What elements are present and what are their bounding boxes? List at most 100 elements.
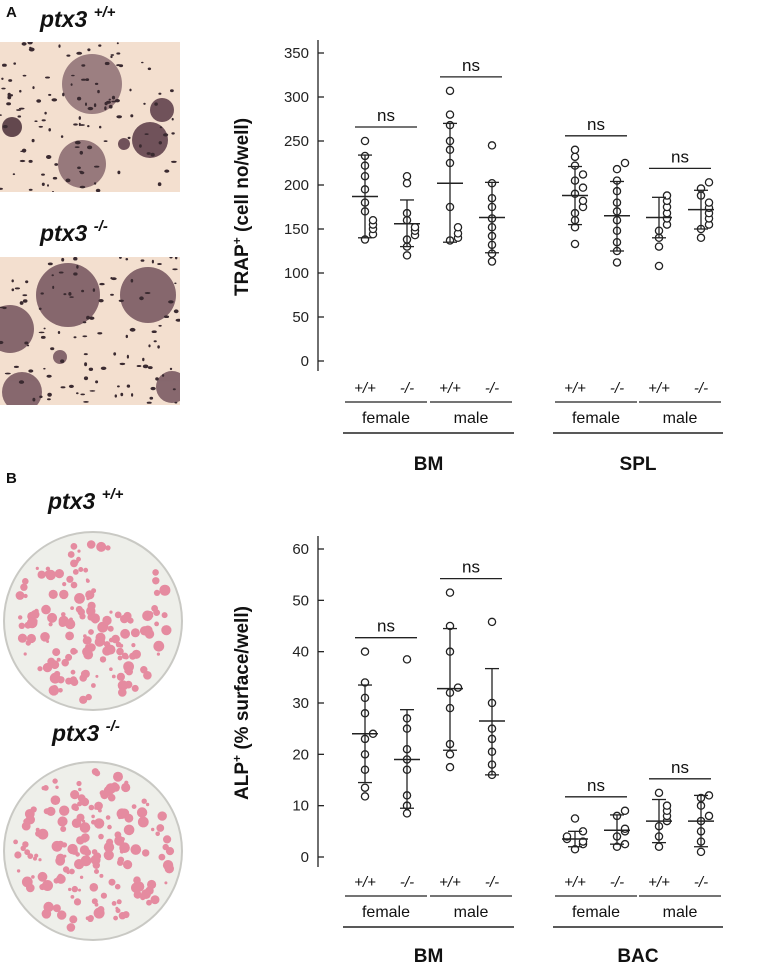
stain-speck (50, 660, 60, 670)
stain-speck (23, 652, 27, 656)
stain-speck (69, 915, 78, 924)
cell-speck (168, 300, 174, 304)
stain-speck (103, 850, 114, 861)
genotype-text: ptx3 (40, 220, 88, 246)
cell-speck (171, 160, 177, 163)
stain-speck (81, 669, 90, 679)
stain-speck (108, 878, 116, 886)
cell-speck (27, 42, 33, 45)
stain-speck (75, 605, 83, 613)
stain-speck (62, 582, 67, 587)
significance-label: ns (377, 617, 395, 636)
cell-speck (113, 352, 117, 356)
stain-speck (41, 786, 46, 791)
cell-speck (171, 132, 175, 135)
cell-speck (125, 258, 129, 261)
cell-speck (39, 395, 43, 399)
stain-speck (70, 559, 78, 568)
stain-speck (17, 633, 28, 643)
cell-speck (153, 340, 157, 343)
genotype-tick-label: -/- (694, 874, 708, 891)
data-point (620, 824, 630, 834)
stain-speck (130, 844, 142, 855)
cell-speck (172, 268, 178, 271)
data-group (604, 158, 630, 267)
genotype-text: ptx3 (40, 6, 88, 32)
cell-speck (130, 278, 134, 283)
trap-micrograph-wildtype (0, 42, 180, 192)
stain-speck (48, 622, 53, 627)
significance-label: ns (587, 776, 605, 795)
cell-speck (155, 377, 159, 381)
stain-speck (73, 805, 79, 812)
cell-speck (22, 74, 27, 77)
stain-speck (27, 853, 34, 859)
y-axis-label: ALP+ (% surface/well) (230, 606, 253, 800)
genotype-tick-label: -/- (400, 380, 414, 397)
cell-speck (111, 100, 117, 103)
stain-speck (52, 904, 61, 913)
data-group (352, 647, 378, 801)
stain-speck (71, 885, 79, 893)
significance-label: ns (377, 106, 395, 125)
genotype-tick-label: +/+ (439, 380, 461, 397)
cell-speck (120, 392, 124, 397)
stain-speck (78, 567, 84, 572)
cell-speck (24, 341, 29, 345)
cell-speck (157, 182, 162, 187)
stain-speck (162, 586, 169, 593)
cell-speck (147, 67, 152, 71)
cell-speck (173, 309, 179, 314)
cell-speck (13, 365, 19, 368)
panel-b-genotype-top-label: ptx3 +/+ (48, 486, 123, 515)
cell-speck (117, 170, 121, 175)
cell-speck (97, 89, 100, 94)
cell-speck (77, 166, 81, 170)
cell-speck (1, 77, 4, 80)
cell-speck (2, 63, 7, 67)
cell-speck (175, 318, 180, 322)
cell-speck (83, 401, 89, 403)
data-point (360, 136, 370, 146)
data-point (445, 588, 455, 597)
tissue-group-label: BM (414, 946, 444, 967)
stain-speck (90, 854, 101, 865)
stain-speck (70, 790, 80, 800)
cell-speck (87, 48, 91, 52)
stain-speck (22, 841, 29, 848)
stain-speck (49, 672, 61, 684)
cell-speck (114, 394, 118, 398)
data-point (578, 170, 588, 179)
stain-speck (30, 610, 40, 619)
stain-speck (105, 783, 117, 794)
stain-speck (93, 616, 100, 623)
cell-speck (126, 354, 129, 359)
cell-speck (74, 140, 81, 145)
cell-speck (31, 138, 35, 143)
cell-speck (95, 380, 99, 384)
y-axis-label-superscript: + (230, 755, 244, 762)
cell-speck (25, 280, 29, 284)
cell-speck (93, 103, 97, 108)
stain-speck (67, 551, 75, 558)
stain-speck (23, 593, 28, 599)
data-point (662, 801, 672, 810)
stain-speck (152, 577, 160, 585)
stain-speck (57, 910, 67, 920)
stain-speck (93, 818, 105, 829)
cell-speck (103, 140, 108, 142)
cell-speck (60, 359, 65, 363)
sex-group-label: male (454, 410, 489, 427)
cell-speck (82, 335, 88, 338)
stain-speck (50, 795, 61, 805)
cell-speck (60, 386, 66, 389)
cell-speck (99, 282, 105, 286)
data-point (562, 832, 572, 841)
stain-speck (105, 545, 111, 551)
data-group (394, 171, 420, 260)
cell-speck (87, 106, 94, 111)
stain-speck (150, 614, 154, 618)
stain-speck (14, 851, 22, 859)
stain-speck (131, 643, 136, 648)
cell-speck (46, 155, 52, 159)
